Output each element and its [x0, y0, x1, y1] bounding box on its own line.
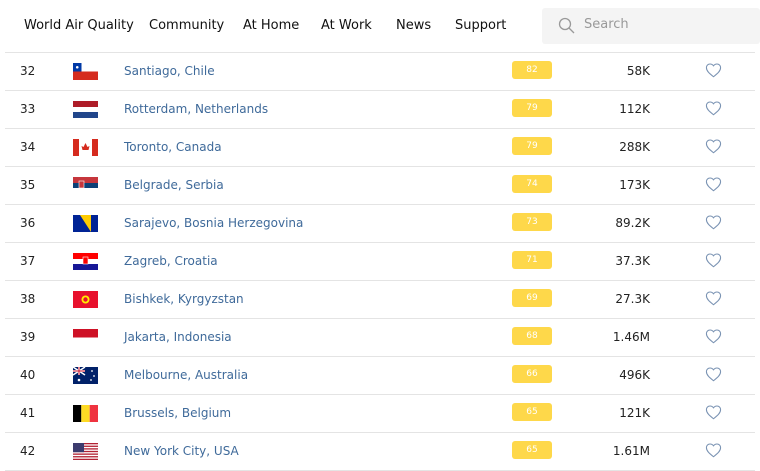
table-row: 32 Santiago, Chile 82 58K [5, 53, 755, 91]
population: 58K [626, 64, 650, 78]
table-row: 40 Melbourne, Australia 66 496K [5, 357, 755, 395]
heart-icon[interactable] [705, 176, 722, 196]
aqi-badge: 82 [512, 61, 552, 79]
rank: 37 [20, 254, 36, 268]
rank: 38 [20, 292, 36, 306]
city-ranking-table: 32 Santiago, Chile 82 58K 33 Rotterdam, … [5, 52, 755, 471]
flag-croatia-icon [73, 253, 98, 270]
aqi-badge: 79 [512, 137, 552, 155]
heart-icon[interactable] [705, 290, 722, 310]
flag-netherlands-icon [73, 101, 98, 118]
flag-usa-icon [73, 443, 98, 460]
aqi-badge: 71 [512, 251, 552, 269]
flag-chile-icon [73, 63, 98, 80]
city-link[interactable]: Santiago, Chile [124, 64, 215, 78]
population: 37.3K [615, 254, 650, 268]
population: 89.2K [615, 216, 650, 230]
top-nav: World Air Quality Community At Home At W… [0, 0, 760, 52]
flag-belgium-icon [73, 405, 98, 422]
flag-canada-icon [73, 139, 98, 156]
table-row: 36 Sarajevo, Bosnia Herzegovina 73 89.2K [5, 205, 755, 243]
heart-icon[interactable] [705, 404, 722, 424]
table-row: 39 Jakarta, Indonesia 68 1.46M [5, 319, 755, 357]
table-row: 41 Brussels, Belgium 65 121K [5, 395, 755, 433]
city-link[interactable]: Belgrade, Serbia [124, 178, 224, 192]
city-link[interactable]: Melbourne, Australia [124, 368, 249, 382]
population: 27.3K [615, 292, 650, 306]
flag-kyrgyzstan-icon [73, 291, 98, 308]
aqi-badge: 79 [512, 99, 552, 117]
city-link[interactable]: New York City, USA [124, 444, 239, 458]
rank: 41 [20, 406, 36, 420]
search-icon [558, 17, 575, 34]
rank: 32 [20, 64, 36, 78]
heart-icon[interactable] [705, 442, 722, 462]
heart-icon[interactable] [705, 366, 722, 386]
rank: 34 [20, 140, 36, 154]
search-box[interactable] [542, 8, 760, 44]
flag-bosnia-icon [73, 215, 98, 232]
flag-serbia-icon [73, 177, 98, 194]
aqi-badge: 69 [512, 289, 552, 307]
city-link[interactable]: Toronto, Canada [124, 140, 222, 154]
aqi-badge: 74 [512, 175, 552, 193]
nav-at-work[interactable]: At Work [321, 18, 372, 33]
nav-community[interactable]: Community [149, 18, 225, 33]
city-link[interactable]: Zagreb, Croatia [124, 254, 218, 268]
flag-australia-icon [73, 367, 98, 384]
nav-world-air-quality[interactable]: World Air Quality [24, 18, 134, 33]
heart-icon[interactable] [705, 214, 722, 234]
table-row: 42 New York City, USA 65 1.61M [5, 433, 755, 471]
heart-icon[interactable] [705, 62, 722, 82]
flag-indonesia-icon [73, 329, 98, 346]
aqi-badge: 73 [512, 213, 552, 231]
rank: 40 [20, 368, 36, 382]
aqi-badge: 68 [512, 327, 552, 345]
city-link[interactable]: Bishkek, Kyrgyzstan [124, 292, 244, 306]
rank: 35 [20, 178, 36, 192]
search-input[interactable] [582, 16, 746, 33]
aqi-badge: 65 [512, 403, 552, 421]
city-link[interactable]: Brussels, Belgium [124, 406, 232, 420]
aqi-badge: 66 [512, 365, 552, 383]
table-row: 33 Rotterdam, Netherlands 79 112K [5, 91, 755, 129]
nav-news[interactable]: News [396, 18, 432, 33]
rank: 36 [20, 216, 36, 230]
population: 496K [619, 368, 650, 382]
table-row: 34 Toronto, Canada 79 288K [5, 129, 755, 167]
nav-at-home[interactable]: At Home [243, 18, 300, 33]
population: 288K [619, 140, 650, 154]
rank: 33 [20, 102, 36, 116]
population: 1.61M [612, 444, 650, 458]
heart-icon[interactable] [705, 328, 722, 348]
heart-icon[interactable] [705, 138, 722, 158]
population: 1.46M [612, 330, 650, 344]
rank: 39 [20, 330, 36, 344]
table-row: 38 Bishkek, Kyrgyzstan 69 27.3K [5, 281, 755, 319]
population: 112K [619, 102, 650, 116]
rank: 42 [20, 444, 36, 458]
heart-icon[interactable] [705, 100, 722, 120]
city-link[interactable]: Jakarta, Indonesia [124, 330, 232, 344]
city-link[interactable]: Sarajevo, Bosnia Herzegovina [124, 216, 304, 230]
population: 173K [619, 178, 650, 192]
city-link[interactable]: Rotterdam, Netherlands [124, 102, 269, 116]
table-row: 37 Zagreb, Croatia 71 37.3K [5, 243, 755, 281]
table-row: 35 Belgrade, Serbia 74 173K [5, 167, 755, 205]
heart-icon[interactable] [705, 252, 722, 272]
nav-support[interactable]: Support [455, 18, 507, 33]
aqi-badge: 65 [512, 441, 552, 459]
population: 121K [619, 406, 650, 420]
